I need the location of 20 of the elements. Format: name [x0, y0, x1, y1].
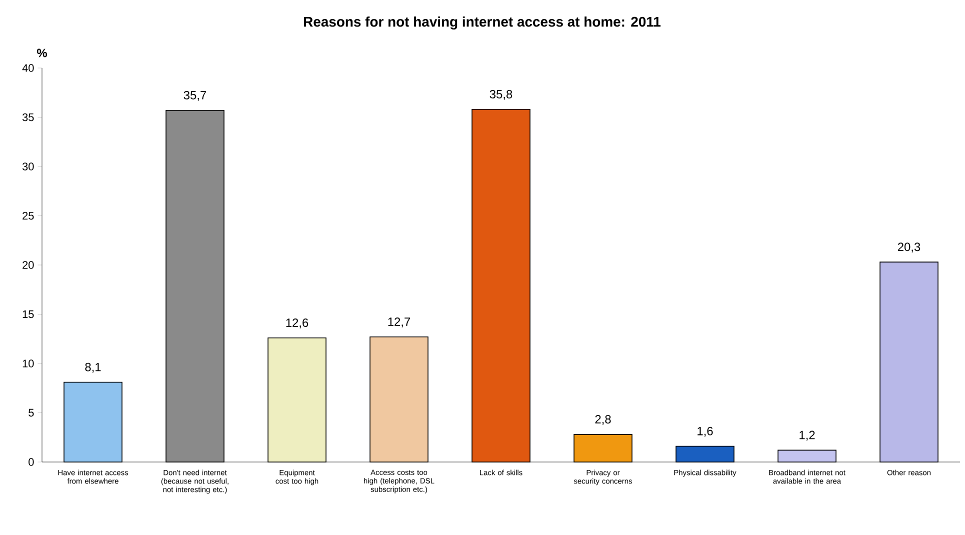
y-tick-label: 5 — [28, 408, 34, 417]
y-tick-label: 30 — [22, 162, 34, 170]
data-label: 1,2 — [800, 430, 815, 441]
data-label: 12,7 — [388, 318, 410, 328]
data-label: 20,3 — [898, 242, 920, 253]
y-tick-label: 35 — [22, 113, 34, 122]
y-tick-label: 20 — [22, 261, 34, 269]
y-tick-label: 25 — [22, 212, 34, 220]
y-axis-title: % — [36, 48, 47, 58]
chart-title: Reasons for not having internet access at home: 2011 — [304, 16, 661, 30]
data-label: 1,6 — [698, 426, 713, 437]
data-label: 35,8 — [490, 90, 512, 100]
data-label: 35,7 — [184, 90, 206, 101]
y-tick-label: 0 — [28, 458, 34, 466]
y-tick-label: 15 — [22, 310, 34, 318]
data-label: 8,1 — [85, 362, 101, 373]
y-tick-label: 10 — [22, 360, 34, 368]
y-tick-label: 40 — [22, 64, 34, 72]
data-label: 12,6 — [286, 318, 308, 328]
data-label: 2,8 — [595, 415, 611, 425]
